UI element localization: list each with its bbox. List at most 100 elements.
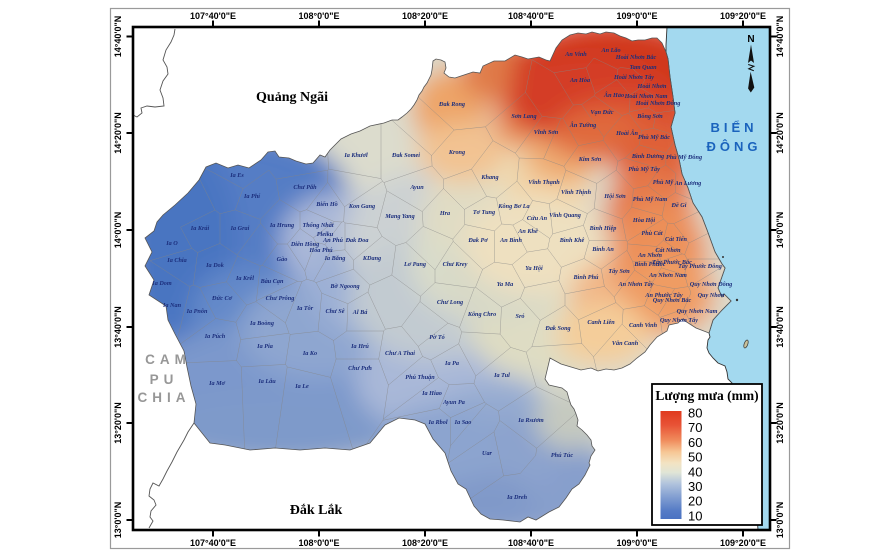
svg-text:Ia Rbol: Ia Rbol: [427, 419, 447, 426]
svg-text:13°20'0"N: 13°20'0"N: [113, 402, 123, 444]
svg-text:Ân Tường: Ân Tường: [569, 121, 596, 129]
svg-text:10: 10: [688, 508, 702, 523]
svg-text:Bồng Sơn: Bồng Sơn: [636, 113, 663, 120]
svg-text:Chư Krey: Chư Krey: [443, 261, 468, 268]
svg-text:An Nhơn Tây: An Nhơn Tây: [618, 281, 654, 288]
svg-text:Đak Pơ: Đak Pơ: [467, 237, 488, 244]
svg-text:Vân Canh: Vân Canh: [612, 340, 639, 347]
svg-text:40: 40: [688, 464, 702, 479]
svg-text:Phú Thuận: Phú Thuận: [405, 374, 435, 381]
svg-text:Tây Sơn: Tây Sơn: [608, 268, 630, 275]
svg-text:Biển Hồ: Biển Hồ: [315, 201, 338, 208]
svg-text:CHIA: CHIA: [138, 390, 191, 405]
svg-text:Đak Rong: Đak Rong: [438, 101, 465, 108]
svg-text:Ia Dreh: Ia Dreh: [506, 494, 528, 501]
svg-text:14°0'0"N: 14°0'0"N: [113, 212, 123, 249]
svg-text:Sró: Sró: [516, 313, 525, 320]
svg-text:Bàu Cạn: Bàu Cạn: [260, 278, 284, 285]
svg-text:Hoài Nhơn Bắc: Hoài Nhơn Bắc: [615, 54, 657, 61]
svg-text:Tây Phước Bắc: Tây Phước Bắc: [652, 259, 692, 266]
svg-text:Thống Nhất: Thống Nhất: [302, 222, 333, 229]
svg-text:Đề Gi: Đề Gi: [671, 202, 687, 209]
svg-text:Canh Liên: Canh Liên: [587, 319, 615, 326]
svg-text:Phú Túc: Phú Túc: [551, 452, 573, 459]
svg-text:Phù Mỹ Đông: Phù Mỹ Đông: [666, 154, 702, 161]
svg-text:BIỂN: BIỂN: [710, 120, 757, 135]
svg-text:ĐÔNG: ĐÔNG: [707, 139, 762, 154]
svg-text:Ia Es: Ia Es: [229, 172, 244, 179]
svg-text:Đức Cơ: Đức Cơ: [211, 295, 233, 302]
svg-text:Ia Hrung: Ia Hrung: [269, 222, 294, 229]
svg-text:Lơ Pang: Lơ Pang: [403, 261, 426, 268]
svg-text:Ayun: Ayun: [409, 184, 424, 191]
svg-text:Ia Krái: Ia Krái: [190, 225, 210, 232]
svg-text:Ia Boòng: Ia Boòng: [249, 320, 274, 327]
svg-text:An Lương: An Lương: [674, 180, 701, 187]
svg-text:Ia Chia: Ia Chia: [166, 257, 186, 264]
svg-text:Ia Hiao: Ia Hiao: [421, 390, 442, 397]
svg-text:Ya Hội: Ya Hội: [525, 265, 543, 272]
svg-text:Pleiku: Pleiku: [317, 231, 334, 238]
svg-text:Ia Le: Ia Le: [294, 383, 309, 390]
svg-text:Phù Mỹ Bắc: Phù Mỹ Bắc: [638, 134, 670, 141]
svg-text:Quảng Ngãi: Quảng Ngãi: [256, 90, 328, 105]
svg-text:Chư Sê: Chư Sê: [325, 308, 344, 315]
svg-text:An Bình: An Bình: [499, 237, 522, 244]
svg-text:Ia Pia: Ia Pia: [256, 343, 273, 350]
svg-text:Canh Vinh: Canh Vinh: [629, 322, 658, 329]
svg-text:Ia Lâu: Ia Lâu: [257, 378, 276, 385]
svg-text:Ân Hảo: Ân Hảo: [603, 91, 624, 99]
svg-text:Chư Prông: Chư Prông: [266, 295, 295, 302]
svg-text:Vĩnh Sơn: Vĩnh Sơn: [534, 129, 559, 136]
svg-text:60: 60: [688, 435, 702, 450]
svg-text:Ia Krêl: Ia Krêl: [235, 275, 254, 282]
svg-text:Ya Ma: Ya Ma: [497, 281, 513, 288]
svg-text:80: 80: [688, 406, 702, 421]
svg-text:Kim Sơn: Kim Sơn: [578, 156, 602, 163]
svg-text:Al Bá: Al Bá: [352, 309, 369, 316]
svg-text:PU: PU: [150, 372, 179, 387]
svg-text:Vĩnh Thịnh: Vĩnh Thịnh: [561, 189, 592, 196]
svg-text:Hoài Nhơn Nam: Hoài Nhơn Nam: [624, 93, 668, 100]
svg-text:70: 70: [688, 420, 702, 435]
svg-text:An Nhơn Nam: An Nhơn Nam: [648, 272, 687, 279]
svg-text:14°40'0"N: 14°40'0"N: [113, 16, 123, 58]
svg-text:Hoài Nhơn Tây: Hoài Nhơn Tây: [613, 74, 654, 81]
svg-text:13°20'0"N: 13°20'0"N: [775, 402, 785, 444]
svg-text:Đak Somei: Đak Somei: [391, 152, 420, 159]
svg-text:Vạn Đức: Vạn Đức: [590, 109, 613, 116]
svg-text:Hoài Ân: Hoài Ân: [615, 129, 638, 137]
svg-text:Ia O: Ia O: [165, 240, 178, 247]
svg-text:Phù Mỹ Nam: Phù Mỹ Nam: [633, 196, 668, 203]
svg-text:Phù Cát: Phù Cát: [641, 230, 662, 237]
svg-text:Lượng mưa (mm): Lượng mưa (mm): [655, 388, 758, 403]
svg-text:108°0'0"E: 108°0'0"E: [298, 11, 339, 21]
svg-text:Chư Pưh: Chư Pưh: [348, 365, 372, 372]
svg-text:Diên Hồng: Diên Hồng: [290, 241, 319, 248]
svg-text:Ia Khươl: Ia Khươl: [343, 152, 368, 159]
svg-text:30: 30: [688, 479, 702, 494]
svg-text:An Vinh: An Vinh: [564, 51, 587, 58]
svg-text:Phù Mỹ Tây: Phù Mỹ Tây: [628, 166, 660, 173]
svg-text:Vĩnh Thạnh: Vĩnh Thạnh: [528, 179, 560, 186]
svg-text:Tam Quan: Tam Quan: [629, 64, 657, 71]
svg-text:Uar: Uar: [482, 450, 493, 457]
svg-text:13°0'0"N: 13°0'0"N: [775, 502, 785, 539]
svg-text:Ia Tôr: Ia Tôr: [296, 305, 314, 312]
svg-text:Gào: Gào: [277, 256, 288, 263]
svg-text:108°20'0"E: 108°20'0"E: [402, 538, 448, 548]
svg-text:108°40'0"E: 108°40'0"E: [508, 538, 554, 548]
svg-text:Ia Dom: Ia Dom: [151, 280, 172, 287]
svg-text:Bình Hiệp: Bình Hiệp: [589, 225, 617, 232]
svg-text:Ia Grai: Ia Grai: [230, 225, 250, 232]
svg-text:Ia Ko: Ia Ko: [302, 350, 317, 357]
svg-text:Chư Long: Chư Long: [437, 299, 463, 306]
svg-text:An Phước Tây: An Phước Tây: [644, 292, 683, 299]
svg-text:109°20'0"E: 109°20'0"E: [720, 11, 766, 21]
svg-text:Ia Băng: Ia Băng: [324, 255, 346, 262]
svg-text:Hoài Nhơn Đông: Hoài Nhơn Đông: [635, 100, 681, 107]
svg-text:Bình Phú: Bình Phú: [573, 274, 599, 281]
svg-text:Bình Phước: Bình Phước: [633, 261, 666, 268]
svg-text:Bình Khê: Bình Khê: [559, 237, 585, 244]
svg-text:Ia Rsươm: Ia Rsươm: [517, 417, 544, 424]
